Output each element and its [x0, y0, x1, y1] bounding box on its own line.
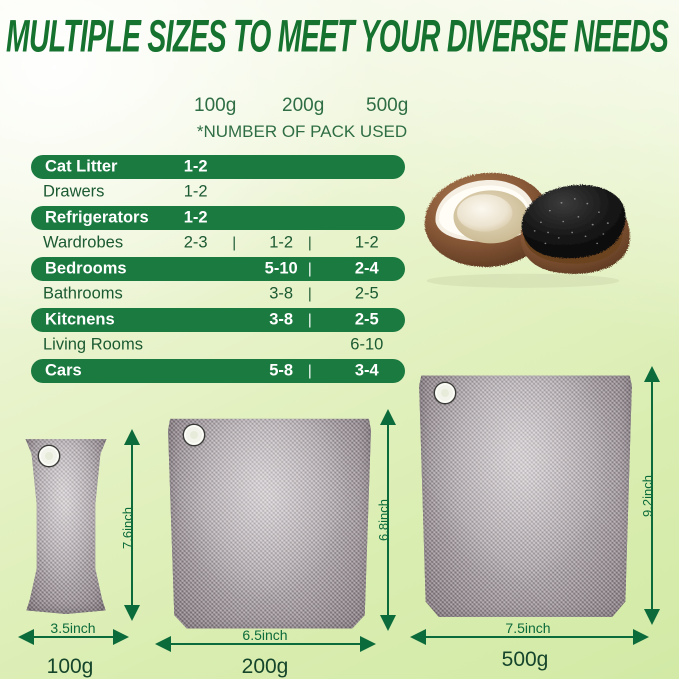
svg-text:6.8inch: 6.8inch: [376, 499, 391, 541]
svg-text:7.5inch: 7.5inch: [505, 620, 550, 636]
svg-text:3.5inch: 3.5inch: [50, 620, 95, 636]
svg-text:7.6inch: 7.6inch: [120, 507, 135, 549]
svg-text:9.2inch: 9.2inch: [640, 475, 655, 517]
svg-text:6.5inch: 6.5inch: [242, 627, 287, 643]
